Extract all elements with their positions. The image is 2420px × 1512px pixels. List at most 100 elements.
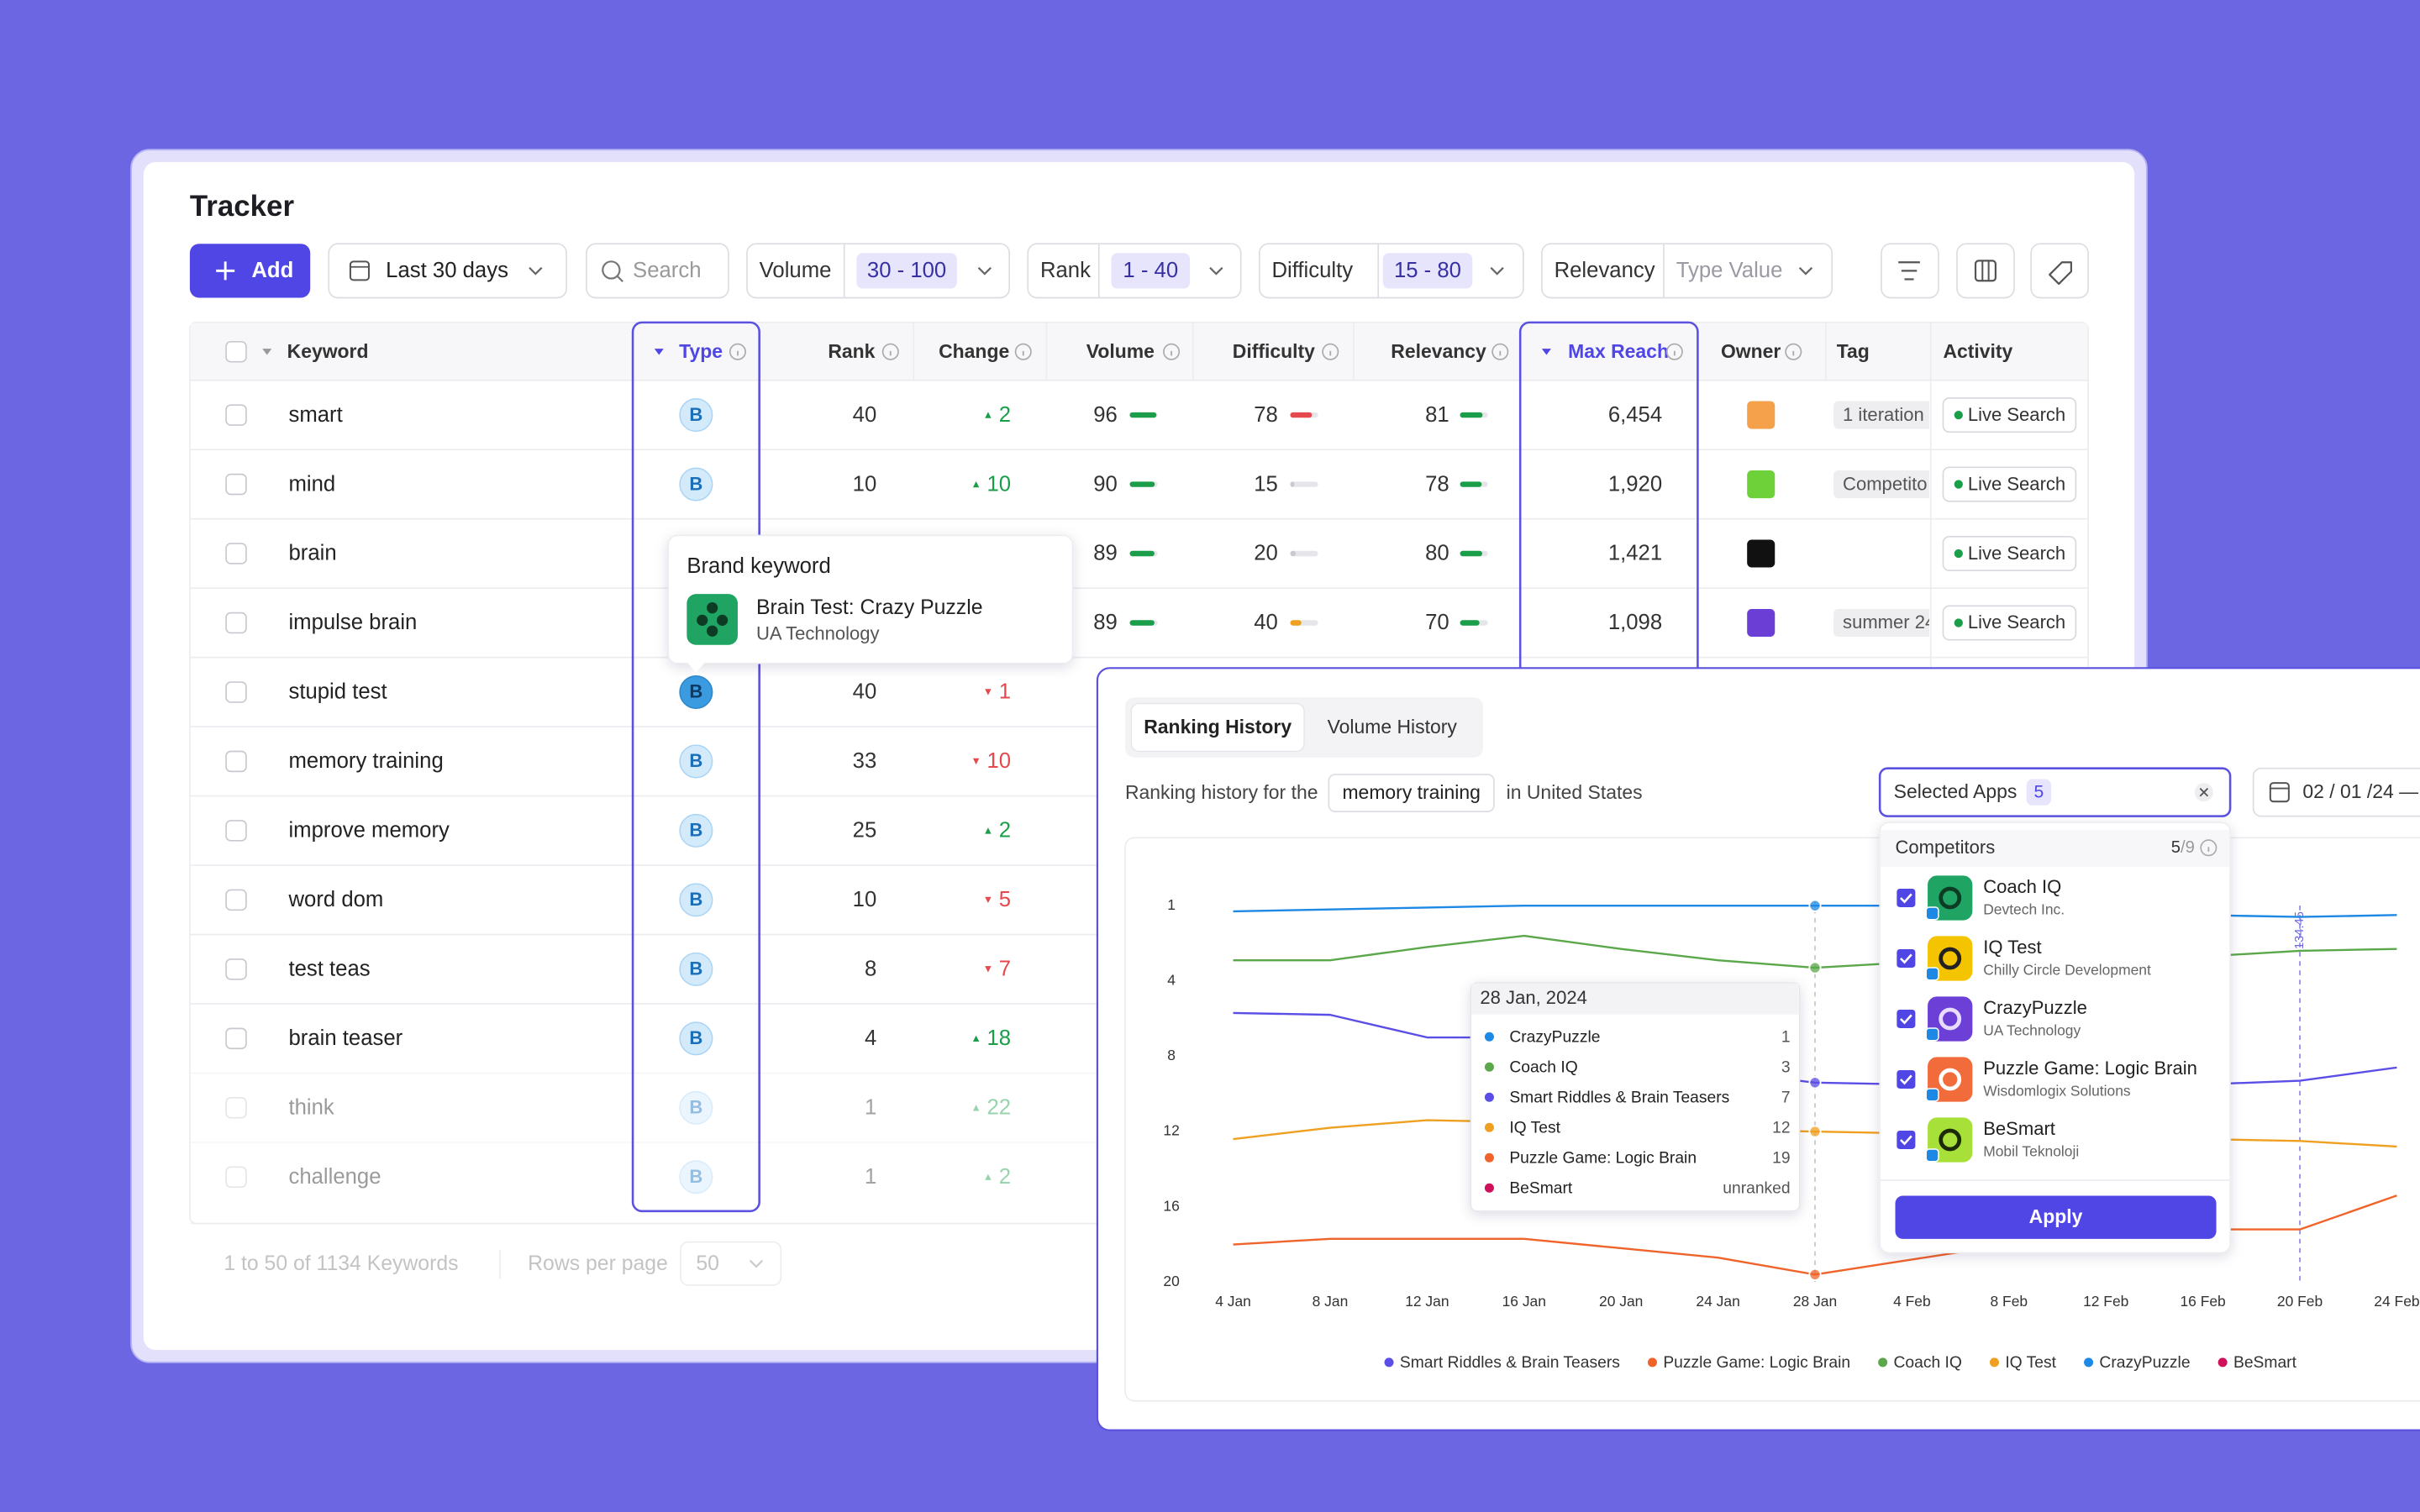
live-search-button[interactable]: [1942, 605, 2077, 641]
max-reach: 1,421: [1608, 542, 1662, 565]
trend-up-icon: [985, 827, 992, 834]
date-select[interactable]: [2252, 767, 2420, 817]
tooltip-pointer: [687, 661, 706, 673]
column-header[interactable]: Tag: [1837, 340, 1870, 362]
chart-tooltip-header: [1471, 983, 1799, 1015]
column-header[interactable]: Max Reach: [1568, 340, 1669, 362]
row-checkbox[interactable]: [225, 543, 247, 564]
live-search-button[interactable]: [1942, 397, 2077, 433]
filter-value: 15 - 80: [1394, 259, 1461, 282]
date-range-select[interactable]: [328, 243, 567, 299]
header-checkbox[interactable]: [225, 341, 247, 363]
chart-tooltip-value: 19: [1772, 1149, 1790, 1167]
app-checkbox[interactable]: [1897, 948, 1916, 968]
tags-button[interactable]: [2030, 243, 2089, 299]
filter-chip: [1382, 253, 1473, 289]
tag-chip-bg: [1833, 608, 1929, 638]
column-header[interactable]: Change: [939, 340, 1009, 362]
search-input[interactable]: [586, 243, 729, 299]
filter-chip: [1111, 253, 1191, 289]
y-tick-label: 4: [1167, 971, 1176, 988]
active-tab[interactable]: [1130, 702, 1305, 753]
add-button[interactable]: [189, 244, 311, 298]
row-checkbox[interactable]: [225, 1097, 247, 1119]
columns-button[interactable]: [1956, 243, 2015, 299]
row-checkbox[interactable]: [225, 473, 247, 496]
owner-icon: [1747, 608, 1776, 638]
app-checkbox[interactable]: [1897, 1069, 1916, 1089]
check-icon: [1900, 1014, 1912, 1025]
column-header[interactable]: Keyword: [287, 340, 369, 362]
tooltip-app: Brain Test: Crazy Puzzle: [756, 596, 982, 619]
selected-apps-select[interactable]: [1878, 767, 2232, 817]
filter-select[interactable]: [1541, 243, 1833, 299]
tab[interactable]: Ranking History: [1144, 716, 1292, 738]
rank: 10: [853, 888, 877, 911]
apply-button[interactable]: [1895, 1195, 2217, 1239]
live-search-button[interactable]: [1942, 466, 2077, 502]
type-badge: [679, 467, 713, 501]
column-header[interactable]: Type: [679, 340, 723, 362]
column-header[interactable]: Volume: [1086, 340, 1155, 362]
tab[interactable]: Volume History: [1328, 716, 1458, 738]
row-checkbox[interactable]: [225, 612, 247, 634]
keyword: challenge: [288, 1165, 381, 1189]
row-checkbox[interactable]: [225, 750, 247, 773]
y-tick-label: 8: [1167, 1047, 1176, 1063]
sort-caret: [1541, 349, 1551, 355]
bar: [1290, 550, 1297, 557]
info-icon: [1014, 343, 1032, 360]
page-title: Tracker: [190, 190, 295, 223]
x-tick-label: 20 Jan: [1599, 1293, 1643, 1310]
rank: 8: [865, 958, 876, 981]
app-name: BeSmart: [1983, 1118, 2055, 1139]
change: 2: [999, 403, 1011, 427]
row-checkbox[interactable]: [225, 1166, 247, 1189]
column-header[interactable]: Difficulty: [1233, 340, 1315, 362]
chart-tooltip-swatch: [1484, 1092, 1494, 1102]
column-header[interactable]: Relevancy: [1391, 340, 1486, 362]
column-header[interactable]: Owner: [1721, 340, 1781, 362]
chevron-icon: [977, 266, 992, 276]
tag: summer 24: [1843, 612, 1935, 633]
chart-tooltip-swatch: [1484, 1122, 1494, 1132]
keyword: think: [288, 1095, 334, 1119]
activity: Live Search: [1968, 543, 2065, 564]
app-name: CrazyPuzzle: [1983, 997, 2087, 1018]
chart-tooltip-value: 3: [1781, 1058, 1791, 1076]
filter-label: Difficulty: [1271, 259, 1353, 282]
bar: [1460, 620, 1480, 626]
bar: [1460, 412, 1483, 418]
chevron-icon: [529, 266, 543, 276]
dropdown-header: [1881, 830, 2230, 868]
tag-icon: [2049, 261, 2073, 286]
legend-swatch: [1384, 1357, 1394, 1368]
type-badge: [679, 1160, 713, 1194]
search-icon-handle: [616, 275, 623, 282]
y-tick-label: 20: [1163, 1273, 1180, 1289]
page-size-select[interactable]: [680, 1241, 782, 1286]
type-label: B: [689, 681, 702, 702]
column-header[interactable]: Rank: [828, 340, 875, 362]
app-checkbox[interactable]: [1897, 1130, 1916, 1149]
app-developer: Mobil Teknoloji: [1983, 1142, 2079, 1159]
store-badge: [1925, 1027, 1939, 1042]
row-checkbox[interactable]: [225, 681, 247, 703]
app-checkbox[interactable]: [1897, 1009, 1916, 1028]
row-checkbox[interactable]: [225, 1027, 247, 1050]
legend-label: Smart Riddles & Brain Teasers: [1400, 1354, 1620, 1372]
column-header[interactable]: Activity: [1943, 340, 2012, 362]
app-developer: Chilly Circle Development: [1983, 961, 2151, 978]
live-search-button[interactable]: [1942, 535, 2077, 572]
row-checkbox[interactable]: [225, 404, 247, 426]
volume: 90: [1093, 472, 1118, 496]
keyword: brain: [288, 542, 336, 565]
filter-label: Relevancy: [1555, 259, 1655, 282]
row-checkbox[interactable]: [225, 889, 247, 911]
row-checkbox[interactable]: [225, 820, 247, 842]
app-checkbox[interactable]: [1897, 888, 1916, 907]
row-checkbox[interactable]: [225, 958, 247, 980]
tag-chip: 1 iteration: [1833, 401, 1929, 429]
